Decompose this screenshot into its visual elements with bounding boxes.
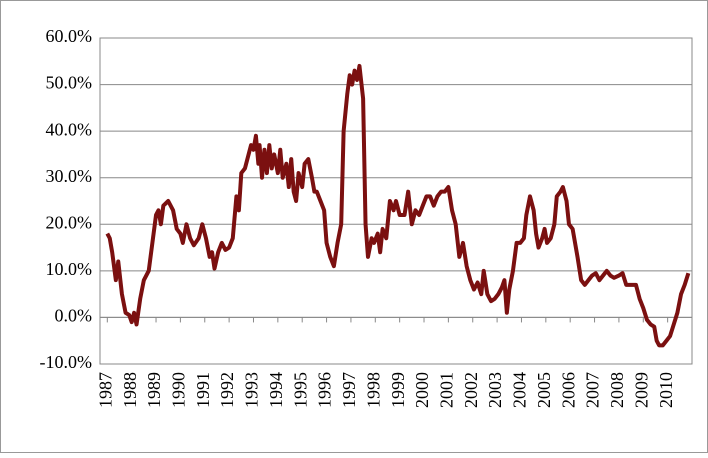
x-tick-label: 1992 [217,372,237,408]
x-tick-label: 1990 [169,372,189,408]
x-tick-label: 1993 [242,372,262,408]
x-tick-label: 1995 [290,372,310,408]
y-tick-label: 50.0% [46,73,93,93]
x-tick-label: 1999 [388,372,408,408]
x-tick-label: 1989 [144,372,164,408]
y-tick-label: 10.0% [46,259,93,279]
x-tick-label: 2003 [485,372,505,408]
x-tick-label: 1991 [193,372,213,408]
x-tick-label: 2000 [412,372,432,408]
y-tick-label: 20.0% [46,212,93,232]
y-tick-label: 0.0% [55,306,93,326]
data-line [105,63,691,348]
x-tick-label: 2002 [461,372,481,408]
y-tick-label: -10.0% [40,352,93,372]
x-tick-label: 1994 [266,372,286,408]
x-tick-label: 2010 [656,372,676,408]
x-tick-label: 1987 [95,372,115,408]
x-tick-label: 1996 [315,372,335,408]
y-tick-label: 30.0% [46,166,93,186]
x-tick-label: 1998 [363,372,383,408]
y-tick-label: 40.0% [46,119,93,139]
x-tick-label: 2006 [558,372,578,408]
y-tick-label: 60.0% [46,26,93,46]
x-tick-label: 2001 [437,372,457,408]
x-tick-label: 2009 [631,372,651,408]
x-tick-label: 2004 [510,372,530,408]
x-tick-label: 2005 [534,372,554,408]
x-tick-label: 2008 [607,372,627,408]
x-tick-label: 2007 [583,372,603,408]
x-tick-label: 1988 [120,372,140,408]
x-tick-label: 1997 [339,372,359,408]
